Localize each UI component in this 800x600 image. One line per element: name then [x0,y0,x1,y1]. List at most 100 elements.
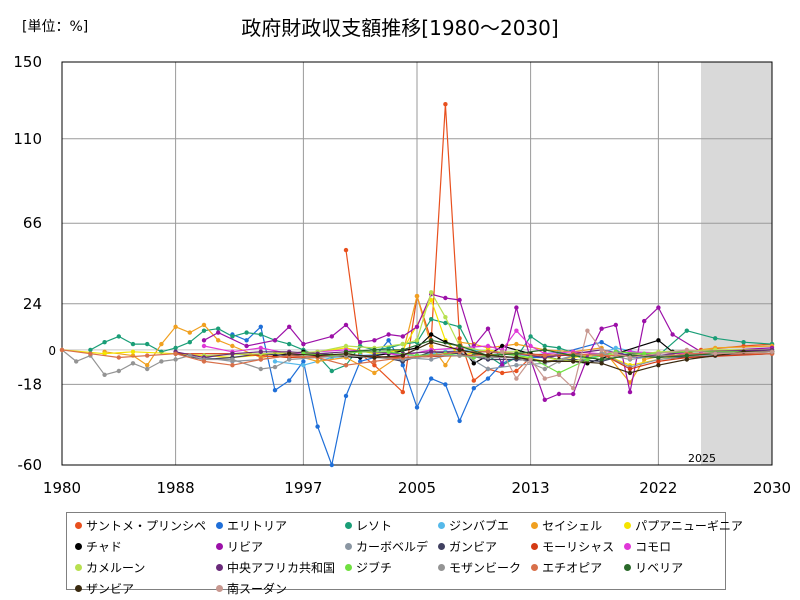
data-point [258,345,263,351]
data-point [642,357,647,362]
y-tick-label: 150 [13,53,42,71]
chart-legend: サントメ・プリンシペ エリトリア レソト ジンバブエ セイシェル パプアニューギニア チャド… [66,512,743,596]
data-point [315,424,320,429]
series-8 [201,292,775,402]
legend-marker [624,543,632,550]
data-point [173,351,178,356]
data-point [656,351,661,356]
legend-label: ザンビア [86,582,135,596]
data-point [571,353,576,358]
data-point [88,347,93,353]
data-point [599,361,604,366]
data-point [343,351,349,356]
data-point [358,359,363,364]
data-point [514,376,519,381]
legend-marker [531,522,539,529]
legend-item: ジブチ [345,559,428,576]
legend-item: モーリシャス [531,538,614,555]
y-tick-label: -60 [18,456,43,474]
series-20 [500,328,775,391]
data-point [372,370,377,376]
data-point [414,293,420,299]
legend-label: コモロ [635,540,672,554]
data-point [542,397,547,402]
x-tick-label: 2005 [398,479,436,497]
legend-label: モザンビーク [449,561,522,575]
data-point [585,328,590,333]
data-point [599,326,604,331]
legend-marker [438,543,446,550]
data-point [457,297,462,303]
data-point [145,363,150,368]
data-point [258,366,263,372]
data-point [315,353,320,358]
data-point [457,353,462,358]
data-point [173,324,178,329]
forecast-shade [701,62,772,465]
data-point [201,338,207,343]
data-point [386,345,391,351]
data-point [485,326,491,331]
data-point [130,361,136,366]
legend-item: リベリア [624,559,743,576]
data-point [372,355,377,360]
data-point [514,305,519,310]
data-point [429,317,434,322]
legend-marker [438,522,446,529]
data-point [343,322,349,328]
data-point [457,343,462,349]
data-point [258,349,263,354]
data-point [585,357,590,362]
data-point [500,343,505,349]
data-point [358,340,363,345]
data-point [429,297,434,303]
y-tick-label: 110 [13,130,42,148]
data-point [201,359,207,364]
chart-title: 政府財政収支額推移[1980～2030] [241,16,559,40]
y-tick-label: 0 [48,344,56,358]
data-point [244,330,249,335]
data-point [613,345,618,351]
data-point [627,389,633,395]
data-point [542,359,547,364]
y-tick-label: 66 [23,214,42,232]
data-point [485,343,491,349]
data-point [400,363,405,368]
data-point [542,366,547,372]
data-point [400,334,405,339]
data-point [258,332,263,337]
legend-label: ガンビア [449,540,498,554]
data-point [613,351,618,356]
data-point [656,338,661,343]
x-tick-label: 1980 [43,479,81,497]
legend-marker [216,564,224,571]
data-point [542,343,547,349]
legend-label: リビア [227,540,264,554]
legend-item: セイシェル [531,517,614,534]
data-point [414,324,420,329]
data-point [343,343,349,349]
data-point [173,345,178,351]
x-tick-label: 2022 [639,479,677,497]
data-point [343,393,349,399]
data-point [258,357,263,362]
data-point [627,370,633,376]
data-point [173,357,178,362]
data-point [429,343,434,349]
legend-label: 中央アフリカ共和国 [227,561,336,575]
legend-label: ジブチ [356,561,393,575]
data-point [514,341,519,347]
data-point [684,347,689,353]
legend-marker [345,522,353,529]
data-point [514,355,519,360]
data-point [116,334,122,339]
y-tick-label: 24 [23,295,42,313]
data-point [500,349,505,354]
legend-label: モーリシャス [542,540,615,554]
legend-marker [345,564,353,571]
data-point [244,343,249,349]
data-point [613,322,618,328]
legend-item: モザンビーク [438,559,521,576]
data-point [386,338,391,343]
